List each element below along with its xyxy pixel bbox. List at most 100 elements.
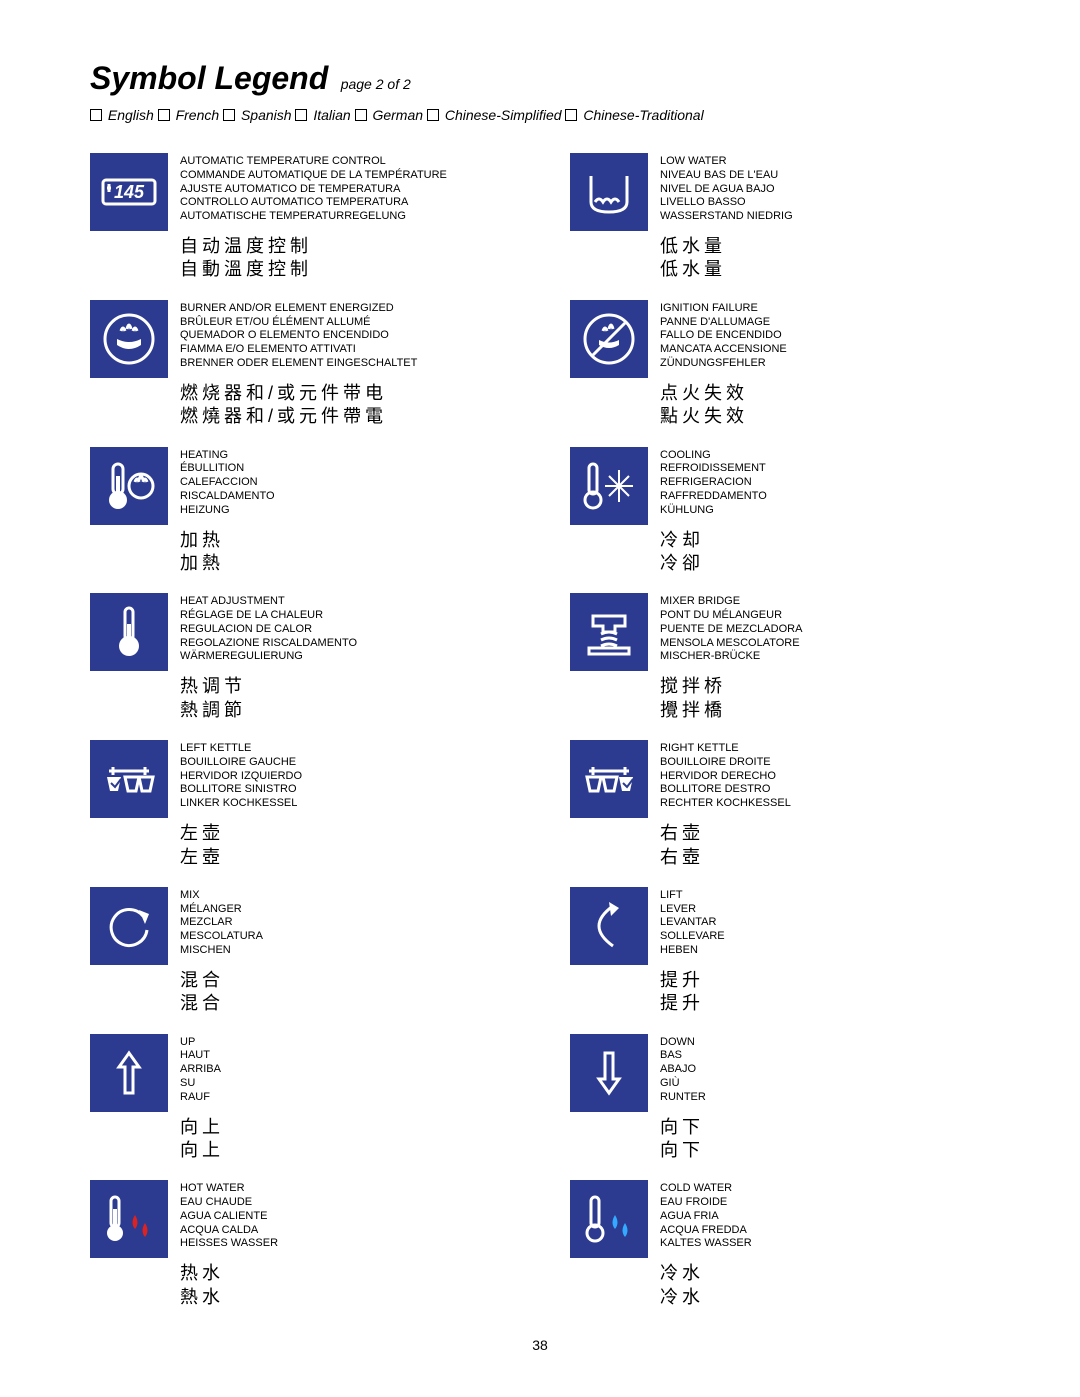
translation-line: MIXER BRIDGE [660,595,802,609]
symbol-entry: IGNITION FAILUREPANNE D'ALLUMAGEFALLO DE… [570,300,990,429]
mixer-bridge-icon [570,593,648,671]
translation-line: COLD WATER [660,1182,752,1196]
lift-icon [570,887,648,965]
translation-line: REGULACION DE CALOR [180,623,357,637]
translation-line: FALLO DE ENCENDIDO [660,329,787,343]
translations: LIFTLEVERLEVANTARSOLLEVAREHEBEN [660,887,725,958]
ignition-fail-icon [570,300,648,378]
right-kettle-icon [570,740,648,818]
translation-line: BRENNER ODER ELEMENT EINGESCHALTET [180,357,417,371]
zh-simplified: 低水量 [660,235,990,258]
zh-traditional: 熱水 [180,1286,510,1309]
translation-line: GIÙ [660,1077,706,1091]
cjk-translations: 热调节熱調節 [180,675,510,722]
translations: LEFT KETTLEBOUILLOIRE GAUCHEHERVIDOR IZQ… [180,740,302,811]
mix-icon [90,887,168,965]
page-number: 38 [90,1337,990,1353]
translation-line: LEVER [660,903,725,917]
symbol-entry: LOW WATERNIVEAU BAS DE L'EAUNIVEL DE AGU… [570,153,990,282]
translation-line: LINKER KOCHKESSEL [180,797,302,811]
translation-line: CALEFACCION [180,476,275,490]
cold-water-icon [570,1180,648,1258]
zh-traditional: 左壺 [180,846,510,869]
symbol-entry: HEAT ADJUSTMENTRÉGLAGE DE LA CHALEURREGU… [90,593,510,722]
zh-simplified: 向下 [660,1116,990,1139]
left-column: 145AUTOMATIC TEMPERATURE CONTROLCOMMANDE… [90,153,510,1327]
translation-line: LEFT KETTLE [180,742,302,756]
translation-line: IGNITION FAILURE [660,302,787,316]
translations: LOW WATERNIVEAU BAS DE L'EAUNIVEL DE AGU… [660,153,793,224]
heating-icon [90,447,168,525]
translation-line: RAUF [180,1091,221,1105]
up-icon [90,1034,168,1112]
zh-traditional: 熱調節 [180,699,510,722]
translation-line: BOLLITORE DESTRO [660,783,791,797]
translation-line: REGOLAZIONE RISCALDAMENTO [180,637,357,651]
symbol-entry: UPHAUTARRIBASURAUF向上向上 [90,1034,510,1163]
symbol-entry: 145AUTOMATIC TEMPERATURE CONTROLCOMMANDE… [90,153,510,282]
translation-line: MISCHEN [180,944,263,958]
page-title: Symbol Legend [90,60,328,96]
translation-line: HEIZUNG [180,504,275,518]
translation-line: MEZCLAR [180,916,263,930]
translation-line: UP [180,1036,221,1050]
translation-line: RÉGLAGE DE LA CHALEUR [180,609,357,623]
translation-line: HEATING [180,449,275,463]
zh-traditional: 點火失效 [660,405,990,428]
translation-line: MISCHER-BRÜCKE [660,650,802,664]
cjk-translations: 提升提升 [660,969,990,1016]
translation-line: LIFT [660,889,725,903]
translation-line: ÉBULLITION [180,462,275,476]
translation-line: AGUA CALIENTE [180,1210,278,1224]
zh-traditional: 向下 [660,1139,990,1162]
translation-line: AUTOMATIC TEMPERATURE CONTROL [180,155,447,169]
translation-line: AUTOMATISCHE TEMPERATURREGELUNG [180,210,447,224]
translation-line: BURNER AND/OR ELEMENT ENERGIZED [180,302,417,316]
zh-simplified: 热调节 [180,675,510,698]
symbol-entry: COLD WATEREAU FROIDEAGUA FRIAACQUA FREDD… [570,1180,990,1309]
zh-simplified: 左壶 [180,822,510,845]
translation-line: SU [180,1077,221,1091]
translation-line: BOUILLOIRE DROITE [660,756,791,770]
header: Symbol Legend page 2 of 2 English French… [90,60,990,123]
translation-line: EAU FROIDE [660,1196,752,1210]
cjk-translations: 低水量低水量 [660,235,990,282]
translations: COLD WATEREAU FROIDEAGUA FRIAACQUA FREDD… [660,1180,752,1251]
zh-simplified: 燃烧器和/或元件带电 [180,382,510,405]
zh-traditional: 向上 [180,1139,510,1162]
symbol-entry: LEFT KETTLEBOUILLOIRE GAUCHEHERVIDOR IZQ… [90,740,510,869]
language-list: English French Spanish Italian German Ch… [90,107,990,123]
heat-adjust-icon [90,593,168,671]
right-column: LOW WATERNIVEAU BAS DE L'EAUNIVEL DE AGU… [570,153,990,1327]
cjk-translations: 点火失效點火失效 [660,382,990,429]
zh-simplified: 点火失效 [660,382,990,405]
translation-line: REFROIDISSEMENT [660,462,767,476]
zh-traditional: 攪拌橋 [660,699,990,722]
translation-line: LEVANTAR [660,916,725,930]
zh-simplified: 加热 [180,529,510,552]
translations: DOWNBASABAJOGIÙRUNTER [660,1034,706,1105]
translation-line: MANCATA ACCENSIONE [660,343,787,357]
zh-simplified: 冷水 [660,1262,990,1285]
cjk-translations: 混合混合 [180,969,510,1016]
page-indicator: page 2 of 2 [341,76,411,92]
translation-line: NIVEL DE AGUA BAJO [660,183,793,197]
zh-traditional: 提升 [660,992,990,1015]
temp-145-icon: 145 [90,153,168,231]
translation-line: KALTES WASSER [660,1237,752,1251]
zh-simplified: 冷却 [660,529,990,552]
translation-line: BAS [660,1049,706,1063]
translation-line: ABAJO [660,1063,706,1077]
zh-traditional: 右壺 [660,846,990,869]
translations: UPHAUTARRIBASURAUF [180,1034,221,1105]
translation-line: RECHTER KOCHKESSEL [660,797,791,811]
translations: RIGHT KETTLEBOUILLOIRE DROITEHERVIDOR DE… [660,740,791,811]
cjk-translations: 加热加熱 [180,529,510,576]
translation-line: HERVIDOR IZQUIERDO [180,770,302,784]
zh-simplified: 搅拌桥 [660,675,990,698]
symbol-entry: RIGHT KETTLEBOUILLOIRE DROITEHERVIDOR DE… [570,740,990,869]
translation-line: DOWN [660,1036,706,1050]
translations: HOT WATEREAU CHAUDEAGUA CALIENTEACQUA CA… [180,1180,278,1251]
cjk-translations: 向下向下 [660,1116,990,1163]
translation-line: NIVEAU BAS DE L'EAU [660,169,793,183]
